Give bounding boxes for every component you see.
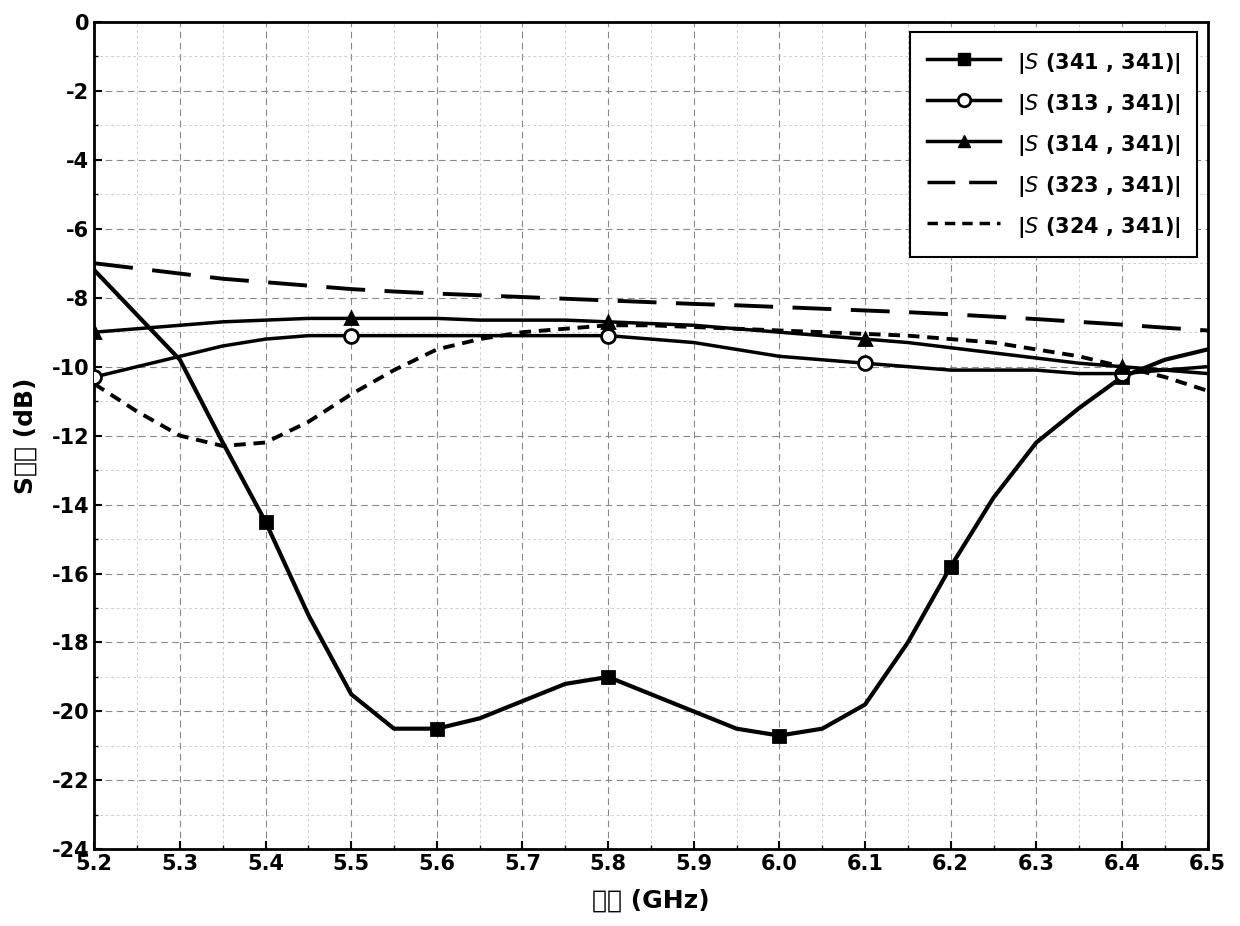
Legend: |$\mathit{S}$ (341 , 341)|, |$\mathit{S}$ (313 , 341)|, |$\mathit{S}$ (314 , 341: |$\mathit{S}$ (341 , 341)|, |$\mathit{S}… bbox=[910, 32, 1197, 257]
Y-axis label: S参数 (dB): S参数 (dB) bbox=[14, 378, 38, 494]
X-axis label: 频率 (GHz): 频率 (GHz) bbox=[593, 888, 709, 912]
